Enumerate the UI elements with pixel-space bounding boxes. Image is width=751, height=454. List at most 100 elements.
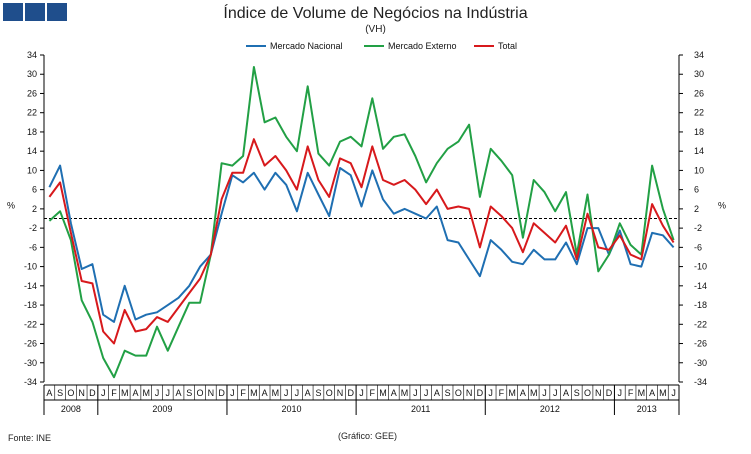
y-tick-label-right: -18 <box>694 300 707 310</box>
month-tick-label: F <box>240 388 246 398</box>
month-tick-label: S <box>315 388 321 398</box>
chart-credit: (Gráfico: GEE) <box>338 431 398 441</box>
y-tick-label-left: 18 <box>27 127 37 137</box>
y-tick-label-right: -6 <box>694 242 702 252</box>
series-line-mercado-nacional <box>48 164 675 323</box>
month-tick-label: O <box>455 388 462 398</box>
month-tick-label: F <box>628 388 634 398</box>
month-tick-label: N <box>466 388 473 398</box>
month-tick-label: A <box>520 388 526 398</box>
month-tick-label: M <box>530 388 538 398</box>
logo-square-2 <box>25 3 45 21</box>
month-tick-label: J <box>359 388 364 398</box>
month-tick-label: J <box>230 388 235 398</box>
month-tick-label: N <box>208 388 215 398</box>
series-line-total <box>48 138 675 345</box>
y-tick-label-left: 30 <box>27 69 37 79</box>
month-tick-label: N <box>595 388 602 398</box>
y-tick-label-left: -26 <box>24 339 37 349</box>
y-tick-label-right: -26 <box>694 339 707 349</box>
month-tick-label: S <box>186 388 192 398</box>
month-tick-label: D <box>477 388 484 398</box>
month-tick-label: J <box>155 388 160 398</box>
y-tick-label-right: 22 <box>694 108 704 118</box>
month-tick-label: J <box>166 388 171 398</box>
y-tick-label-right: 2 <box>694 204 699 214</box>
y-tick-label-right: -2 <box>694 223 702 233</box>
month-tick-label: J <box>542 388 547 398</box>
y-tick-label-right: 6 <box>694 185 699 195</box>
y-tick-label-right: 34 <box>694 50 704 60</box>
month-tick-label: N <box>337 388 344 398</box>
month-tick-label: J <box>553 388 558 398</box>
month-tick-label: M <box>142 388 150 398</box>
y-tick-label-left: 34 <box>27 50 37 60</box>
year-label: 2012 <box>540 404 560 414</box>
y-tick-label-right: 14 <box>694 146 704 156</box>
month-tick-label: J <box>488 388 493 398</box>
y-tick-label-left: -2 <box>29 223 37 233</box>
month-tick-label: J <box>413 388 418 398</box>
month-tick-label: M <box>638 388 646 398</box>
y-tick-label-left: -30 <box>24 358 37 368</box>
month-tick-label: O <box>67 388 74 398</box>
series-line-mercado-externo <box>48 66 675 379</box>
y-tick-label-right: 30 <box>694 69 704 79</box>
month-tick-label: A <box>563 388 569 398</box>
year-label: 2010 <box>282 404 302 414</box>
year-label: 2011 <box>411 404 430 414</box>
y-axis-label-left: % <box>7 201 15 211</box>
month-tick-label: J <box>295 388 300 398</box>
month-tick-label: O <box>326 388 333 398</box>
month-tick-label: M <box>379 388 387 398</box>
month-tick-label: O <box>584 388 591 398</box>
y-tick-label-left: -18 <box>24 300 37 310</box>
y-tick-label-right: 18 <box>694 127 704 137</box>
y-tick-label-right: -14 <box>694 281 707 291</box>
month-tick-label: N <box>78 388 85 398</box>
month-tick-label: M <box>272 388 280 398</box>
month-tick-label: F <box>499 388 505 398</box>
y-tick-label-left: 14 <box>27 146 37 156</box>
month-tick-label: A <box>46 388 52 398</box>
year-label: 2013 <box>637 404 657 414</box>
y-tick-label-right: 10 <box>694 165 704 175</box>
month-tick-label: S <box>574 388 580 398</box>
month-tick-label: D <box>606 388 613 398</box>
y-tick-label-left: 10 <box>27 165 37 175</box>
month-tick-label: J <box>671 388 676 398</box>
y-tick-label-right: 26 <box>694 88 704 98</box>
month-tick-label: A <box>262 388 268 398</box>
chart-title: Índice de Volume de Negócios na Indústri… <box>223 5 528 22</box>
y-tick-label-right: -22 <box>694 319 707 329</box>
month-tick-label: S <box>57 388 63 398</box>
logo-square-1 <box>3 3 23 21</box>
month-tick-label: M <box>121 388 129 398</box>
month-tick-label: J <box>284 388 289 398</box>
month-tick-label: O <box>197 388 204 398</box>
month-tick-label: F <box>111 388 117 398</box>
legend-label: Mercado Nacional <box>270 41 343 51</box>
month-tick-label: J <box>424 388 429 398</box>
y-tick-label-left: -22 <box>24 319 37 329</box>
y-tick-label-left: -14 <box>24 281 37 291</box>
month-tick-label: A <box>649 388 655 398</box>
year-label: 2008 <box>61 404 81 414</box>
month-tick-label: S <box>445 388 451 398</box>
y-tick-label-left: 26 <box>27 88 37 98</box>
chart-subtitle: (VH) <box>365 24 386 35</box>
month-tick-label: M <box>508 388 516 398</box>
logo-square-3 <box>47 3 67 21</box>
y-tick-label-left: 22 <box>27 108 37 118</box>
y-tick-label-right: -30 <box>694 358 707 368</box>
legend-label: Mercado Externo <box>388 41 457 51</box>
month-tick-label: J <box>618 388 623 398</box>
source-note: Fonte: INE <box>8 433 52 443</box>
month-tick-label: A <box>305 388 311 398</box>
y-tick-label-left: 6 <box>32 185 37 195</box>
month-tick-label: M <box>250 388 258 398</box>
y-tick-label-right: -34 <box>694 377 707 387</box>
month-tick-label: D <box>218 388 225 398</box>
y-tick-label-left: -6 <box>29 242 37 252</box>
